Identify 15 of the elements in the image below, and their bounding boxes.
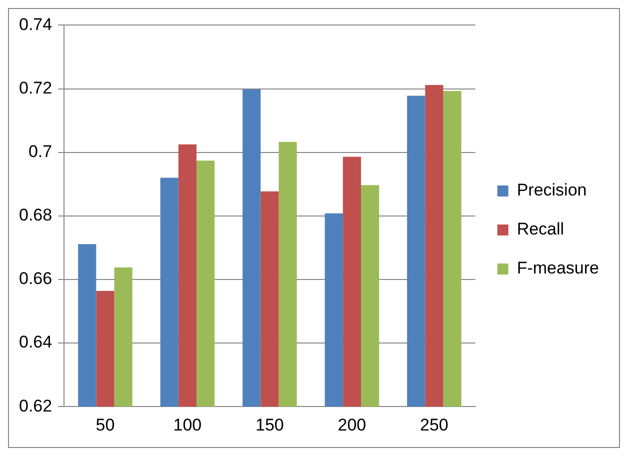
- legend-label: F-measure: [516, 258, 599, 278]
- y-tick-label: 0.74: [18, 14, 52, 34]
- x-tick-label: 250: [420, 415, 448, 434]
- x-tick-label: 50: [96, 415, 115, 434]
- y-tick-label: 0.64: [18, 332, 52, 352]
- y-tick-label: 0.62: [18, 396, 52, 416]
- y-tick-label: 0.72: [18, 78, 52, 98]
- y-tick-label: 0.7: [28, 142, 52, 162]
- y-tick-label: 0.68: [18, 206, 52, 225]
- x-tick-label: 200: [338, 415, 366, 434]
- legend-label: Precision: [516, 180, 587, 200]
- legend-label: Recall: [516, 220, 564, 239]
- y-tick-label: 0.66: [18, 269, 52, 288]
- x-tick-label: 100: [173, 415, 202, 434]
- x-tick-label: 150: [256, 415, 284, 434]
